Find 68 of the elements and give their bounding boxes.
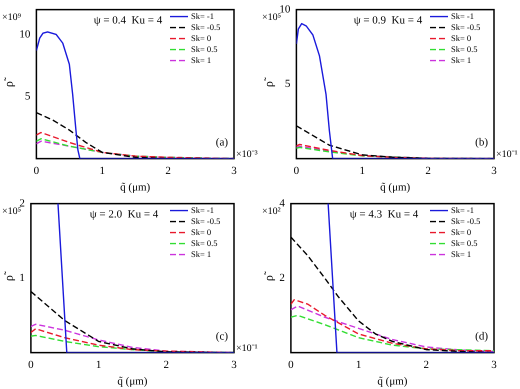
text: ×10⁹ <box>2 12 22 24</box>
legend-label: Sk= -0.5 <box>191 22 220 32</box>
x-tick-label: 0 <box>294 165 300 178</box>
x-tick-label: 2 <box>425 165 431 178</box>
y-tick-label: 4 <box>279 197 286 210</box>
x-tick-label: 1 <box>360 165 366 178</box>
x-axis-title: q̃ (μm) <box>380 181 411 194</box>
legend-label: Sk= -1 <box>191 204 214 215</box>
x-tick-label: 2 <box>164 359 170 372</box>
text: ×10⁻¹ <box>496 149 518 160</box>
y-axis-title: ρ̃ <box>261 77 276 88</box>
y-tick-label: 2 <box>19 197 25 210</box>
line-series <box>290 314 494 352</box>
x-axis-title: q̃ (μm) <box>120 181 151 194</box>
legend-label: Sk= 1 <box>451 54 472 65</box>
y-axis-title: ρ̃ <box>1 271 16 282</box>
y-tick-label: 5 <box>284 78 291 90</box>
y-axis-title: ρ̃ <box>1 77 16 88</box>
legend-label: Sk= -1 <box>191 10 214 21</box>
annotation: (c) <box>216 330 228 342</box>
text: ×10⁻³ <box>236 149 258 160</box>
x-tick-label: 3 <box>491 165 498 178</box>
text: ×10⁵ <box>262 12 282 24</box>
text: ×10⁵ <box>2 206 22 218</box>
legend-label: Sk= -1 <box>451 10 474 21</box>
legend-label: Sk= -0.5 <box>451 216 480 226</box>
x-tick-label: 0 <box>28 359 34 372</box>
text: ×10⁻¹ <box>236 343 258 354</box>
legend-label: Sk= 0 <box>191 226 212 237</box>
legend-label: Sk= -0.5 <box>451 22 480 32</box>
annotation: ψ = 0.4 Ku = 4 <box>94 14 163 26</box>
legend-label: Sk= 1 <box>191 54 212 65</box>
legend-label: Sk= 0 <box>191 32 212 43</box>
x-tick-label: 2 <box>424 359 430 372</box>
annotation: ψ = 0.9 Ku = 4 <box>354 14 423 26</box>
legend-label: Sk= 0.5 <box>191 44 218 54</box>
legend-label: Sk= 1 <box>451 248 472 259</box>
y-tick-label: 1 <box>19 272 25 284</box>
annotation: ψ = 2.0 Ku = 4 <box>90 208 159 220</box>
x-tick-label: 1 <box>356 359 362 372</box>
legend-label: Sk= 0 <box>451 32 472 43</box>
y-tick-label: 10 <box>279 3 291 16</box>
annotation: ψ = 4.3 Ku = 4 <box>350 208 419 220</box>
legend-label: Sk= 0.5 <box>451 238 478 248</box>
x-tick-label: 3 <box>231 359 238 372</box>
y-tick-label: 2 <box>279 272 285 284</box>
y-axis-title: ρ̃ <box>261 271 276 282</box>
legend-label: Sk= 1 <box>191 248 212 259</box>
legend-label: Sk= -1 <box>451 204 474 215</box>
annotation: (a) <box>216 136 228 148</box>
x-tick-label: 0 <box>34 165 40 178</box>
y-tick-label: 5 <box>24 90 31 102</box>
x-tick-label: 3 <box>491 359 498 372</box>
legend-label: Sk= -0.5 <box>191 216 220 226</box>
x-axis-title: q̃ (μm) <box>117 375 148 388</box>
legend-label: Sk= 0.5 <box>451 44 478 54</box>
text: ×10² <box>262 206 281 218</box>
x-tick-label: 1 <box>96 359 102 372</box>
annotation: (b) <box>475 136 488 148</box>
x-tick-label: 3 <box>231 165 238 178</box>
x-tick-label: 1 <box>100 165 106 178</box>
legend-label: Sk= 0.5 <box>191 238 218 248</box>
annotation: (d) <box>475 330 488 342</box>
x-tick-label: 0 <box>288 359 294 372</box>
y-tick-label: 10 <box>19 28 31 40</box>
x-axis-title: q̃ (μm) <box>377 375 408 388</box>
x-tick-label: 2 <box>165 165 171 178</box>
legend-label: Sk= 0 <box>451 226 472 237</box>
